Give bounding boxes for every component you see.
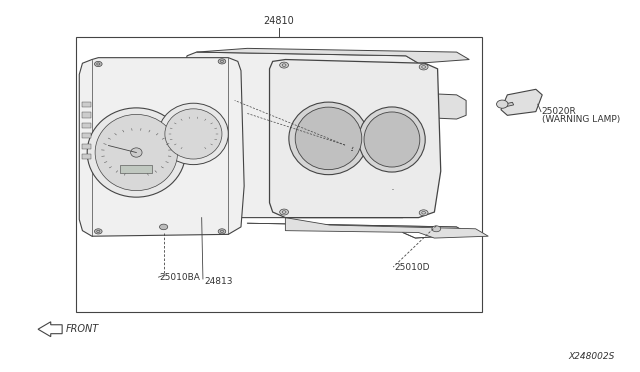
Text: FRONT: FRONT: [65, 324, 99, 334]
Polygon shape: [504, 102, 514, 107]
Polygon shape: [285, 218, 488, 238]
Bar: [83, 133, 92, 138]
Ellipse shape: [497, 100, 508, 108]
Text: X248002S: X248002S: [569, 352, 615, 361]
Ellipse shape: [289, 102, 368, 175]
Text: 24810: 24810: [264, 16, 294, 26]
Ellipse shape: [218, 229, 226, 234]
Ellipse shape: [419, 210, 428, 216]
Text: 25020R: 25020R: [541, 107, 577, 116]
Text: 25010OA: 25010OA: [353, 146, 394, 155]
Ellipse shape: [159, 224, 168, 230]
Ellipse shape: [218, 59, 226, 64]
Ellipse shape: [295, 107, 362, 170]
Text: 25010D: 25010D: [394, 263, 430, 272]
Ellipse shape: [87, 108, 186, 197]
Polygon shape: [415, 93, 466, 119]
Bar: [83, 144, 92, 149]
Ellipse shape: [95, 115, 177, 191]
Text: (WARNING LAMP): (WARNING LAMP): [541, 115, 620, 124]
Ellipse shape: [271, 134, 280, 141]
Text: 24881N: 24881N: [394, 185, 429, 194]
Ellipse shape: [131, 148, 142, 157]
Bar: [83, 102, 92, 107]
Ellipse shape: [364, 112, 420, 167]
Bar: [83, 112, 92, 118]
Text: 25010BA: 25010BA: [159, 273, 200, 282]
Ellipse shape: [280, 62, 289, 68]
Polygon shape: [269, 60, 441, 218]
Ellipse shape: [280, 209, 289, 215]
Ellipse shape: [165, 109, 222, 159]
Ellipse shape: [95, 229, 102, 234]
Ellipse shape: [432, 226, 441, 232]
Bar: [76, 37, 482, 312]
Ellipse shape: [419, 64, 428, 70]
Polygon shape: [196, 48, 469, 63]
Bar: [120, 165, 152, 173]
Polygon shape: [501, 89, 542, 115]
Ellipse shape: [95, 61, 102, 67]
Polygon shape: [184, 52, 422, 218]
Polygon shape: [79, 58, 244, 236]
Ellipse shape: [159, 103, 228, 165]
Ellipse shape: [358, 107, 425, 172]
Bar: [83, 154, 92, 159]
Bar: [83, 123, 92, 128]
Ellipse shape: [291, 134, 300, 141]
Ellipse shape: [341, 144, 349, 150]
Text: 24813: 24813: [204, 278, 233, 286]
